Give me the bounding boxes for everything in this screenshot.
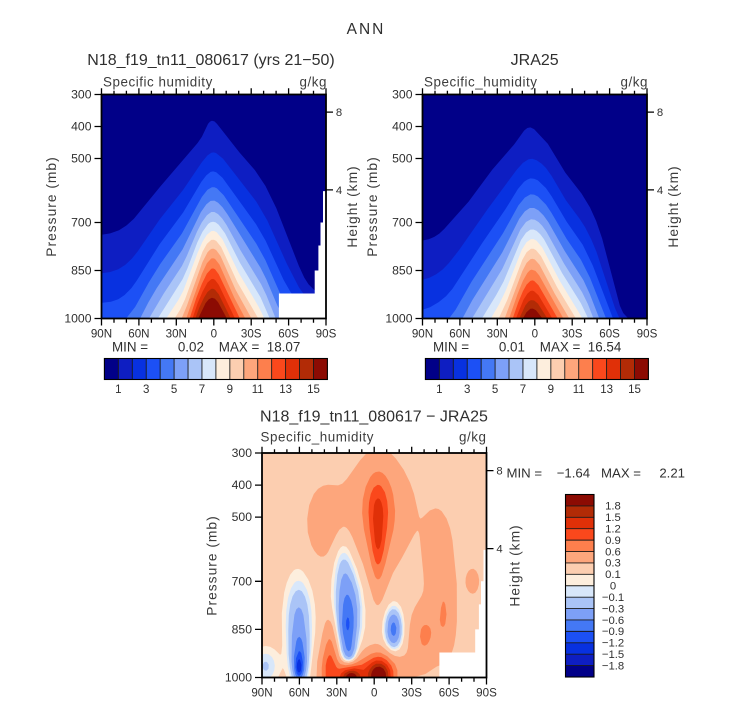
- svg-text:N18_f19_tn11_080617 (yrs 21−50: N18_f19_tn11_080617 (yrs 21−50): [87, 52, 334, 69]
- svg-text:3: 3: [464, 384, 470, 396]
- svg-text:90N: 90N: [412, 328, 433, 341]
- svg-text:15: 15: [307, 384, 320, 396]
- svg-text:9: 9: [548, 384, 554, 396]
- svg-text:−0.6: −0.6: [602, 615, 624, 627]
- svg-text:850: 850: [392, 264, 413, 278]
- svg-text:90S: 90S: [316, 328, 337, 341]
- svg-text:Specific humidity: Specific humidity: [103, 75, 213, 90]
- svg-text:0.6: 0.6: [605, 546, 621, 558]
- svg-text:30S: 30S: [562, 328, 583, 341]
- svg-text:30N: 30N: [487, 328, 508, 341]
- svg-text:700: 700: [232, 574, 253, 588]
- svg-text:JRA25: JRA25: [511, 52, 559, 69]
- svg-text:700: 700: [71, 216, 92, 230]
- svg-text:MIN = 0.01 MAX = 16: MIN = 0.01 MAX = 16.54: [433, 340, 622, 355]
- svg-text:400: 400: [71, 120, 92, 134]
- svg-text:60S: 60S: [439, 687, 460, 700]
- svg-text:11: 11: [252, 384, 264, 396]
- svg-text:1.2: 1.2: [605, 524, 621, 536]
- svg-text:4: 4: [496, 544, 502, 556]
- svg-text:13: 13: [279, 384, 292, 396]
- svg-text:0: 0: [610, 581, 616, 593]
- svg-text:30N: 30N: [166, 328, 187, 341]
- svg-text:4: 4: [336, 185, 342, 197]
- svg-text:−0.9: −0.9: [602, 626, 624, 638]
- svg-text:−1.8: −1.8: [602, 660, 624, 672]
- svg-text:0: 0: [211, 328, 217, 341]
- svg-text:9: 9: [227, 384, 233, 396]
- svg-text:700: 700: [392, 216, 413, 230]
- svg-text:Height (km): Height (km): [666, 165, 681, 247]
- svg-text:−0.1: −0.1: [602, 592, 624, 604]
- svg-text:300: 300: [232, 446, 253, 460]
- svg-text:g/kg: g/kg: [299, 75, 327, 90]
- svg-text:90S: 90S: [637, 328, 658, 341]
- svg-text:30N: 30N: [326, 687, 347, 700]
- svg-text:5: 5: [171, 384, 177, 396]
- svg-text:500: 500: [232, 510, 253, 524]
- svg-text:1000: 1000: [225, 671, 252, 685]
- svg-text:g/kg: g/kg: [459, 430, 487, 445]
- svg-text:500: 500: [71, 152, 92, 166]
- svg-text:13: 13: [600, 384, 613, 396]
- svg-text:5: 5: [492, 384, 498, 396]
- svg-text:3: 3: [143, 384, 149, 396]
- svg-text:60N: 60N: [128, 328, 149, 341]
- svg-text:850: 850: [232, 622, 253, 636]
- svg-text:Pressure (mb): Pressure (mb): [365, 156, 380, 256]
- svg-text:Height (km): Height (km): [345, 165, 360, 247]
- svg-text:0: 0: [371, 687, 377, 700]
- svg-text:30S: 30S: [401, 687, 422, 700]
- svg-text:0.3: 0.3: [605, 558, 621, 570]
- svg-text:Pressure (mb): Pressure (mb): [205, 515, 220, 615]
- svg-text:g/kg: g/kg: [620, 75, 648, 90]
- svg-text:8: 8: [496, 466, 502, 478]
- svg-text:8: 8: [336, 107, 342, 119]
- svg-text:500: 500: [392, 152, 413, 166]
- svg-text:7: 7: [199, 384, 205, 396]
- svg-text:60S: 60S: [278, 328, 299, 341]
- svg-text:0.1: 0.1: [605, 569, 621, 581]
- svg-text:30S: 30S: [241, 328, 262, 341]
- svg-text:90N: 90N: [251, 687, 272, 700]
- svg-text:1000: 1000: [385, 312, 412, 326]
- svg-text:4: 4: [657, 185, 663, 197]
- svg-text:90S: 90S: [476, 687, 497, 700]
- svg-text:11: 11: [573, 384, 585, 396]
- svg-text:0: 0: [532, 328, 538, 341]
- svg-text:850: 850: [71, 264, 92, 278]
- svg-text:1.8: 1.8: [605, 501, 621, 513]
- svg-text:Pressure (mb): Pressure (mb): [44, 156, 59, 256]
- svg-text:ANN: ANN: [347, 21, 386, 38]
- svg-text:N18_f19_tn11_080617 − JRA25: N18_f19_tn11_080617 − JRA25: [260, 409, 488, 426]
- svg-text:−1.5: −1.5: [602, 649, 624, 661]
- svg-text:MIN = 0.02 MAX = 18: MIN = 0.02 MAX = 18.07: [112, 340, 300, 355]
- svg-text:300: 300: [392, 88, 413, 102]
- svg-text:MIN = −1.64 MAX = 2.2: MIN = −1.64 MAX = 2.21: [507, 466, 685, 481]
- svg-text:1.5: 1.5: [605, 512, 621, 524]
- svg-text:0.9: 0.9: [605, 535, 621, 547]
- svg-text:1000: 1000: [64, 312, 91, 326]
- svg-text:Height (km): Height (km): [508, 524, 523, 606]
- svg-text:400: 400: [232, 478, 253, 492]
- svg-text:1: 1: [436, 384, 442, 396]
- svg-text:400: 400: [392, 120, 413, 134]
- svg-text:60S: 60S: [599, 328, 620, 341]
- svg-text:90N: 90N: [91, 328, 112, 341]
- svg-text:300: 300: [71, 88, 92, 102]
- svg-text:−1.2: −1.2: [602, 638, 624, 650]
- svg-text:−0.3: −0.3: [602, 603, 624, 615]
- svg-text:Specific_humidity: Specific_humidity: [261, 430, 375, 445]
- svg-text:60N: 60N: [449, 328, 470, 341]
- svg-text:15: 15: [628, 384, 641, 396]
- svg-text:Specific_humidity: Specific_humidity: [424, 75, 538, 90]
- svg-text:60N: 60N: [289, 687, 310, 700]
- svg-text:1: 1: [115, 384, 121, 396]
- svg-text:7: 7: [520, 384, 526, 396]
- svg-text:8: 8: [657, 107, 663, 119]
